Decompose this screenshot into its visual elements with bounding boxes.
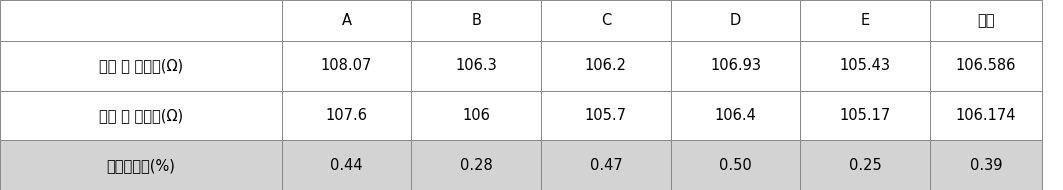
Bar	[411, 91, 541, 140]
Bar	[541, 140, 671, 190]
Bar	[671, 91, 800, 140]
Text: 0.47: 0.47	[590, 158, 622, 173]
Bar	[282, 140, 411, 190]
Text: 106.586: 106.586	[956, 58, 1016, 73]
Text: B: B	[471, 13, 482, 28]
Bar	[800, 140, 930, 190]
Text: 106.4: 106.4	[714, 108, 757, 123]
Bar	[671, 41, 800, 91]
Text: 106.93: 106.93	[710, 58, 761, 73]
Text: 0.39: 0.39	[969, 158, 1002, 173]
Text: C: C	[601, 13, 611, 28]
Bar	[0, 140, 282, 190]
Text: 106.2: 106.2	[585, 58, 627, 73]
Bar	[541, 91, 671, 140]
Text: 시험 전 저항값(Ω): 시험 전 저항값(Ω)	[99, 58, 183, 73]
Bar	[411, 41, 541, 91]
Text: 평균: 평균	[977, 13, 995, 28]
Text: 105.43: 105.43	[840, 58, 891, 73]
Text: 107.6: 107.6	[325, 108, 368, 123]
Text: 106: 106	[462, 108, 490, 123]
Bar	[671, 0, 800, 41]
Text: 105.7: 105.7	[585, 108, 627, 123]
Text: 저항변화율(%): 저항변화율(%)	[106, 158, 175, 173]
Bar	[930, 0, 1042, 41]
Bar	[930, 41, 1042, 91]
Bar	[671, 140, 800, 190]
Text: E: E	[861, 13, 870, 28]
Bar	[800, 91, 930, 140]
Bar	[541, 41, 671, 91]
Bar	[282, 0, 411, 41]
Text: 105.17: 105.17	[840, 108, 891, 123]
Text: D: D	[730, 13, 741, 28]
Text: 106.3: 106.3	[455, 58, 497, 73]
Bar	[411, 0, 541, 41]
Bar	[411, 140, 541, 190]
Text: 108.07: 108.07	[321, 58, 372, 73]
Text: 0.44: 0.44	[331, 158, 362, 173]
Bar	[282, 91, 411, 140]
Text: 시험 후 저항값(Ω): 시험 후 저항값(Ω)	[99, 108, 183, 123]
Bar	[930, 140, 1042, 190]
Bar	[0, 41, 282, 91]
Text: 0.28: 0.28	[460, 158, 492, 173]
Text: 0.50: 0.50	[720, 158, 752, 173]
Bar	[0, 0, 282, 41]
Text: A: A	[341, 13, 352, 28]
Text: 106.174: 106.174	[956, 108, 1016, 123]
Bar	[541, 0, 671, 41]
Bar	[800, 0, 930, 41]
Bar	[0, 91, 282, 140]
Bar	[930, 91, 1042, 140]
Bar	[800, 41, 930, 91]
Bar	[282, 41, 411, 91]
Text: 0.25: 0.25	[849, 158, 881, 173]
